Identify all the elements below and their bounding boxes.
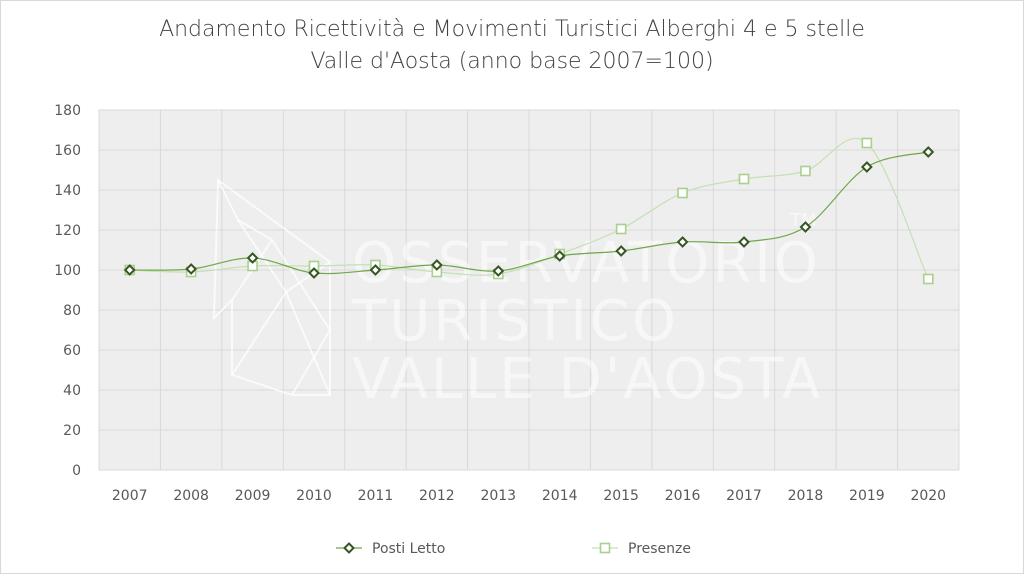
data-point-posti-letto [123,264,136,276]
watermark-text-line: VALLE D'AOSTA [352,347,823,412]
x-tick-label: 2013 [480,488,516,504]
chart-title-line-2: Valle d'Aosta (anno base 2007=100) [310,49,714,74]
data-point-posti-letto [922,146,935,158]
y-tick-label: 160 [54,143,81,159]
data-point-posti-letto [185,263,198,275]
legend-label: Posti Letto [372,541,445,557]
x-tick-label: 2015 [603,488,639,504]
data-point-posti-letto [615,245,628,257]
data-point-posti-letto [799,221,812,233]
x-tick-label: 2008 [173,488,209,504]
watermark-logo-stroke [271,239,332,396]
y-tick-label: 60 [63,343,81,359]
data-point-posti-letto [246,252,259,264]
x-tick-label: 2016 [665,488,701,504]
legend-marker [599,542,611,554]
y-tick-label: 180 [54,103,81,119]
data-point-posti-letto [738,236,750,248]
y-tick-label: 100 [54,263,81,279]
data-point-posti-letto [308,267,320,279]
data-point-posti-letto [492,265,505,277]
chart-title: Andamento Ricettività e Movimenti Turist… [0,14,1024,78]
x-tick-label: 2018 [788,488,824,504]
legend-label: Presenze [628,541,691,557]
data-point-posti-letto [553,250,566,262]
watermark-logo-stroke [231,289,331,396]
data-point-presenze [800,165,811,177]
watermark-text-line: TURISTICO [351,289,679,354]
data-point-presenze [677,187,688,199]
x-tick-label: 2009 [235,488,271,504]
data-point-presenze [615,223,627,235]
y-tick-label: 80 [63,303,81,319]
data-point-presenze [738,173,750,185]
data-point-presenze [861,137,873,149]
x-tick-label: 2020 [910,488,946,504]
x-tick-label: 2019 [849,488,885,504]
data-point-posti-letto [676,236,689,248]
chart-title-line-1: Andamento Ricettività e Movimenti Turist… [159,17,865,42]
y-tick-label: 0 [72,463,81,479]
data-point-posti-letto [430,259,443,271]
y-tick-label: 20 [63,423,81,439]
x-tick-label: 2007 [112,488,148,504]
watermark-logo-stroke [212,178,331,396]
data-point-posti-letto [860,161,873,173]
data-point-posti-letto [369,264,382,276]
legend-marker [343,542,355,554]
y-tick-label: 120 [54,223,81,239]
x-tick-label: 2017 [726,488,762,504]
y-tick-label: 40 [63,383,81,399]
x-tick-label: 2012 [419,488,455,504]
data-point-presenze [922,273,934,285]
x-tick-label: 2010 [296,488,332,504]
y-tick-label: 140 [54,183,81,199]
x-tick-label: 2011 [358,488,394,504]
x-tick-label: 2014 [542,488,578,504]
